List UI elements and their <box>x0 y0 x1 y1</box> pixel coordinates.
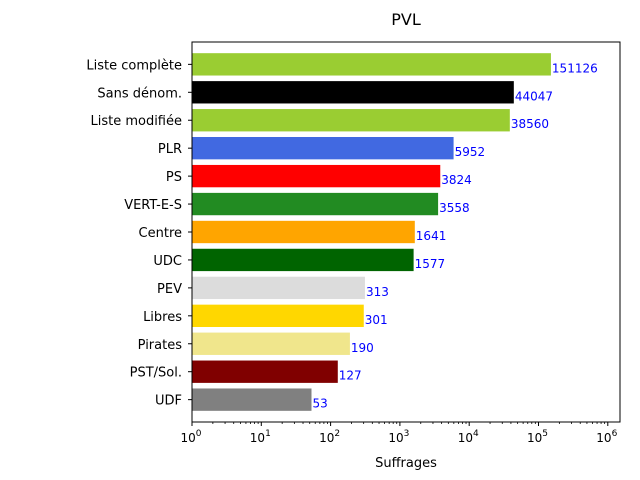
bar <box>192 137 454 160</box>
category-label: Centre <box>139 226 182 241</box>
bar <box>192 220 415 244</box>
category-label: Liste complète <box>86 58 182 73</box>
chart-title: PVL <box>391 10 421 29</box>
x-tick-label: 100 <box>180 429 201 445</box>
x-tick-label: 102 <box>319 429 340 445</box>
data-label: 1577 <box>415 257 446 271</box>
category-label: Sans dénom. <box>97 86 182 101</box>
data-label: 5952 <box>455 145 486 159</box>
x-axis-label: Suffrages <box>375 456 437 471</box>
category-label: Pirates <box>138 338 183 353</box>
bar <box>192 109 510 132</box>
bar <box>192 53 551 76</box>
data-label: 3824 <box>441 173 472 187</box>
data-label: 53 <box>312 397 327 411</box>
category-label: PEV <box>157 282 182 297</box>
bars-group: Liste complète 151126 Sans dénom. 44047 List… <box>86 53 598 411</box>
data-label: 151126 <box>552 61 598 75</box>
data-label: 38560 <box>511 117 549 131</box>
data-label: 313 <box>366 285 389 299</box>
data-label: 3558 <box>439 201 470 215</box>
x-tick-label: 104 <box>458 429 479 445</box>
data-label: 127 <box>339 369 362 383</box>
data-label: 44047 <box>515 89 553 103</box>
bar <box>192 192 439 216</box>
data-label: 1641 <box>416 229 447 243</box>
x-tick-label: 106 <box>596 429 617 445</box>
category-label: PS <box>166 170 182 185</box>
bar <box>192 388 312 411</box>
bar <box>192 164 441 188</box>
x-ticks-group: 100 101 102 103 104 105 106 <box>180 422 618 445</box>
category-label: UDF <box>155 394 182 409</box>
bar <box>192 248 414 272</box>
category-label: Liste modifiée <box>90 114 182 129</box>
x-tick-label: 105 <box>527 429 548 445</box>
category-label: UDC <box>153 254 182 269</box>
category-label: PST/Sol. <box>130 366 182 381</box>
bar <box>192 81 514 104</box>
bar <box>192 332 350 355</box>
x-tick-label: 103 <box>388 429 409 445</box>
plot-frame <box>191 41 621 423</box>
category-label: Libres <box>143 310 182 325</box>
category-label: VERT-E-S <box>124 198 182 213</box>
category-label: PLR <box>158 142 182 157</box>
bar <box>192 304 364 327</box>
data-label: 190 <box>351 341 374 355</box>
x-tick-label: 101 <box>250 429 271 445</box>
data-label: 301 <box>365 313 388 327</box>
bar <box>192 360 338 383</box>
bar <box>192 276 365 300</box>
